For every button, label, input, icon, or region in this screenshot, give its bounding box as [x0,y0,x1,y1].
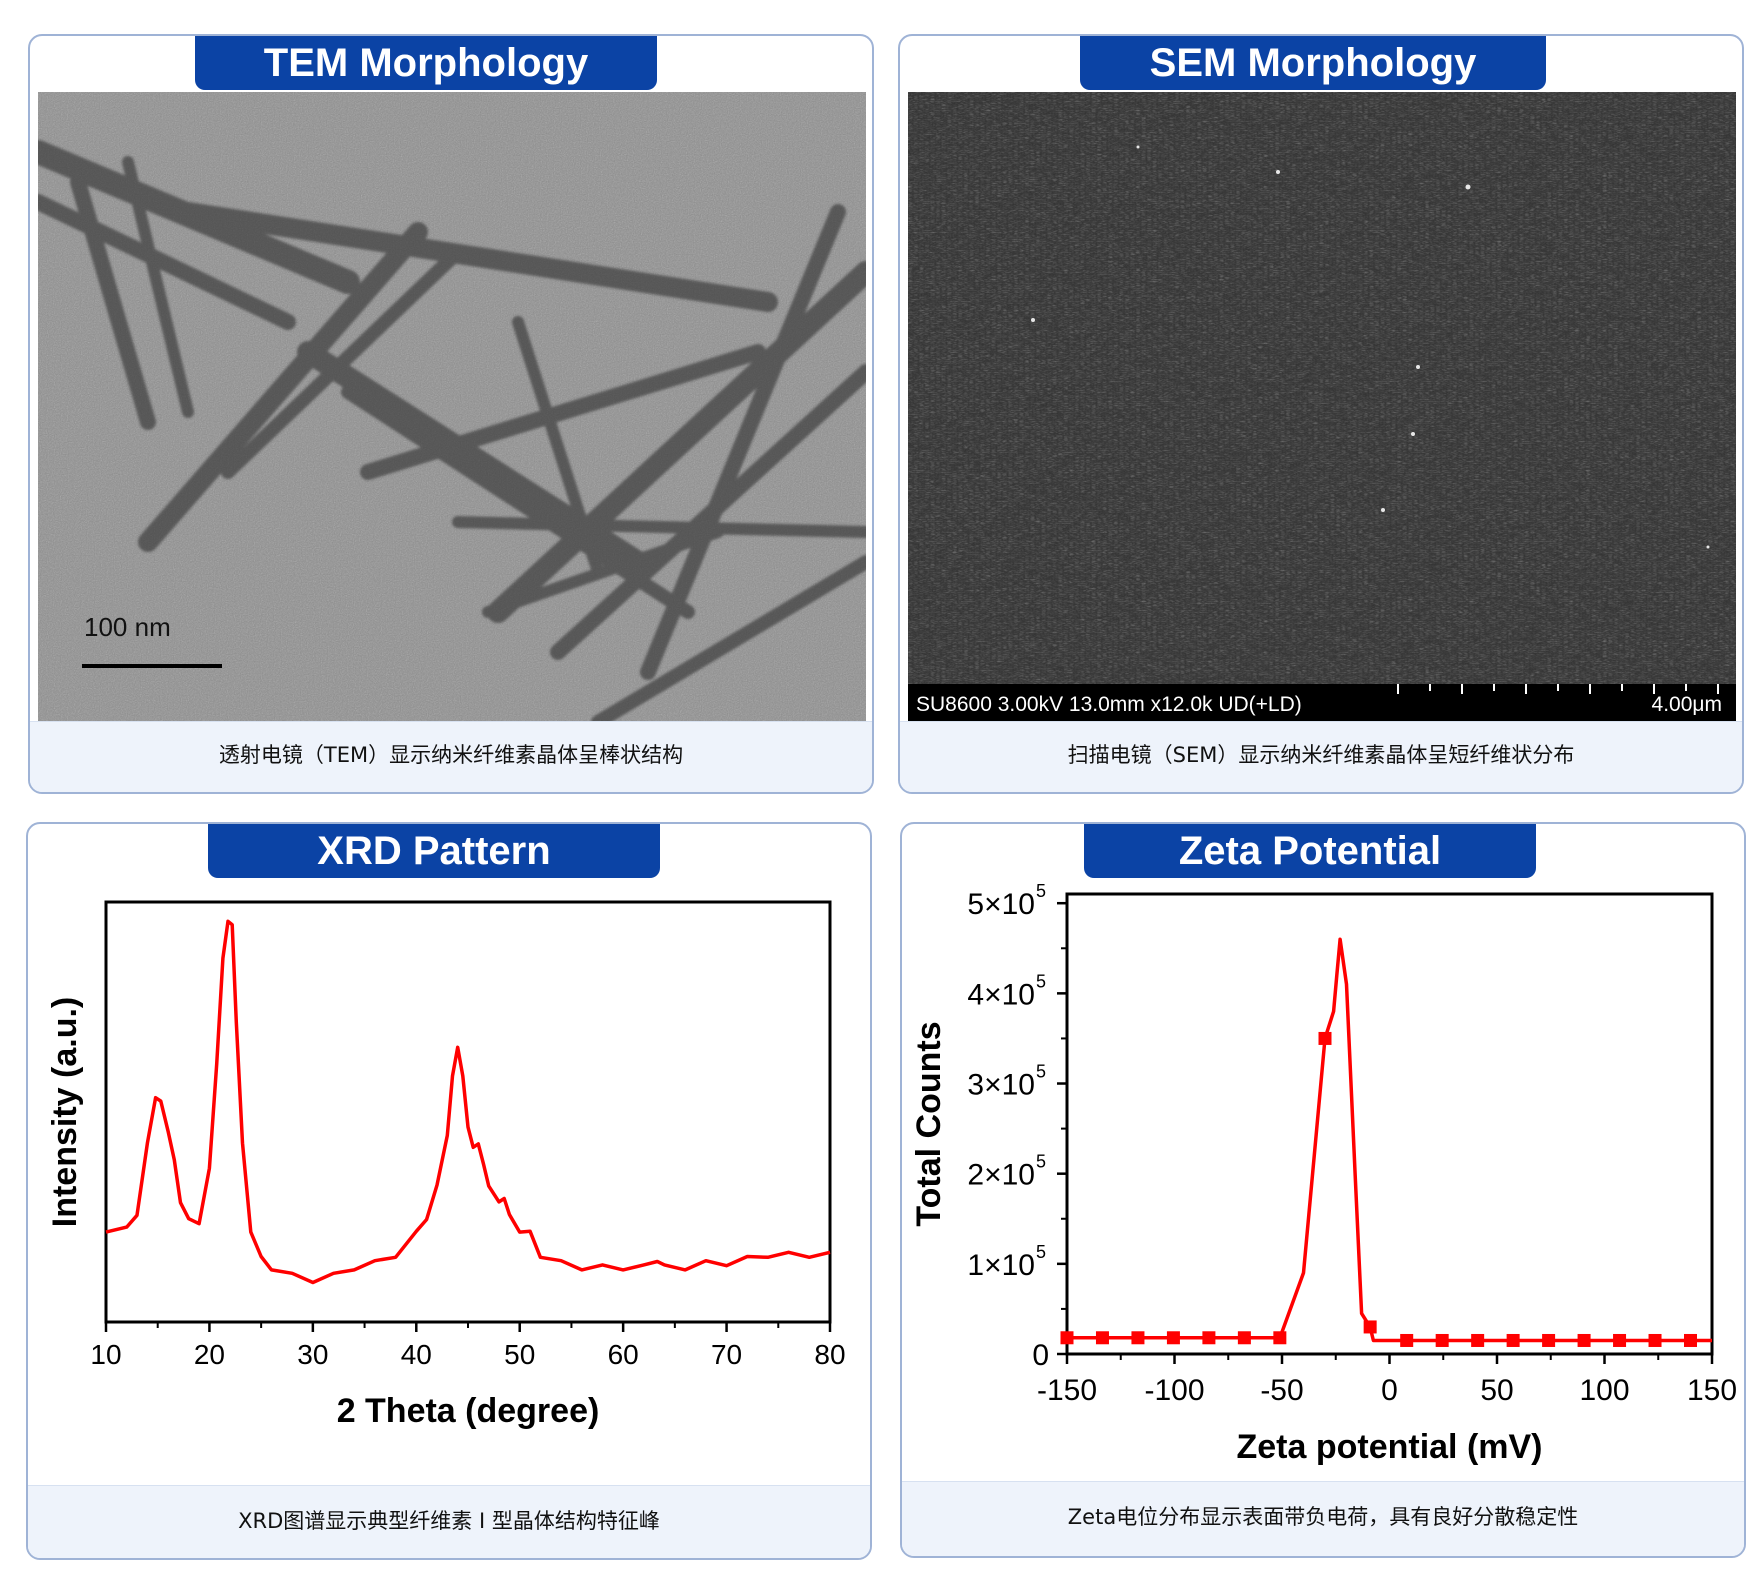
sem-info-bar: SU8600 3.00kV 13.0mm x12.0k UD(+LD) 4.00… [908,684,1736,722]
zeta-data-point [1435,1333,1449,1347]
xrd-caption: XRD图谱显示典型纤维素 I 型晶体结构特征峰 [28,1485,870,1558]
xrd-series-line [105,919,831,1285]
zeta-x-tick-label: -50 [1260,1374,1303,1407]
zeta-y-tick-exponent: 5 [1036,1062,1046,1082]
sem-title: SEM Morphology [1080,36,1546,90]
xrd-panel: XRD Pattern 10 20 30 40 50 60 70 80 2 Theta (deg… [26,822,872,1560]
zeta-data-point [1542,1333,1556,1347]
zeta-data-point [1506,1333,1520,1347]
zeta-x-tick-label: 100 [1579,1374,1629,1407]
tem-micrograph [38,92,866,722]
zeta-caption: Zeta电位分布显示表面带负电荷，具有良好分散稳定性 [902,1481,1744,1556]
zeta-title: Zeta Potential [1084,824,1536,878]
sem-image: SU8600 3.00kV 13.0mm x12.0k UD(+LD) 4.00… [908,92,1736,722]
sem-micrograph [908,92,1736,684]
zeta-y-tick-label: 4×10 [967,978,1035,1011]
zeta-data-point [1318,1031,1332,1045]
xrd-title: XRD Pattern [208,824,660,878]
zeta-data-point [1400,1333,1414,1347]
tem-title: TEM Morphology [195,36,657,90]
zeta-data-point [1471,1333,1485,1347]
zeta-x-tick-label: 150 [1687,1374,1737,1407]
sem-scale-ticks [1397,684,1719,694]
zeta-x-tick-label: 0 [1381,1374,1398,1407]
sem-scale-bar-label: 4.00μm [1651,693,1722,716]
xrd-x-tick-label: 10 [90,1339,121,1370]
xrd-x-tick-label: 80 [814,1339,845,1370]
zeta-data-point [1577,1333,1591,1347]
zeta-data-point [1273,1331,1287,1345]
zeta-panel: Zeta Potential -150 -100 -50 0 50 100 150 0 1×10… [900,822,1746,1558]
zeta-series-line [1067,937,1712,1343]
zeta-y-tick-label: 5×10 [967,888,1035,921]
zeta-y-tick-label: 2×10 [967,1159,1035,1192]
zeta-data-point [1202,1331,1216,1345]
xrd-x-tick-label: 30 [297,1339,328,1370]
zeta-data-point [1131,1331,1145,1345]
xrd-chart: 10 20 30 40 50 60 70 80 2 Theta (degree) Intensit… [46,900,846,1430]
zeta-data-point [1166,1331,1180,1345]
zeta-x-axis-label: Zeta potential (mV) [1236,1428,1542,1466]
tem-panel: TEM Morphology [28,34,874,794]
xrd-x-tick-label: 50 [504,1339,535,1370]
zeta-data-point [1684,1333,1697,1347]
zeta-y-axis-label: Total Counts [910,1021,948,1226]
sem-panel: SEM Morphology [898,34,1744,794]
zeta-plot-frame [1065,892,1714,1356]
zeta-data-point [1095,1331,1109,1345]
zeta-y-tick-label: 1×10 [967,1249,1035,1282]
zeta-x-tick-label: -100 [1144,1374,1204,1407]
tem-scale-bar [82,664,222,668]
zeta-y-tick-exponent: 5 [1036,1152,1046,1172]
tem-caption: 透射电镜（TEM）显示纳米纤维素晶体呈棒状结构 [30,721,872,792]
zeta-data-point [1613,1333,1627,1347]
xrd-y-axis-label: Intensity (a.u.) [46,997,84,1227]
zeta-y-tick-exponent: 5 [1036,1242,1046,1262]
xrd-x-tick-label: 40 [401,1339,432,1370]
zeta-y-tick-exponent: 5 [1036,971,1046,991]
xrd-x-axis-label: 2 Theta (degree) [337,1392,600,1430]
sem-info: SU8600 3.00kV 13.0mm x12.0k UD(+LD) [916,693,1302,716]
zeta-y-tick-exponent: 5 [1036,881,1046,901]
xrd-x-tick-label: 60 [608,1339,639,1370]
zeta-data-point [1060,1331,1074,1345]
tem-image: 100 nm [38,92,866,722]
zeta-y-tick-label: 3×10 [967,1069,1035,1102]
zeta-data-point [1648,1333,1662,1347]
zeta-y-tick-label: 0 [1032,1339,1049,1372]
zeta-data-point [1237,1331,1251,1345]
tem-scale-bar-label: 100 nm [84,612,171,642]
sem-caption: 扫描电镜（SEM）显示纳米纤维素晶体呈短纤维状分布 [900,721,1742,792]
zeta-x-tick-label: -150 [1037,1374,1097,1407]
xrd-x-tick-label: 20 [194,1339,225,1370]
zeta-data-point [1363,1320,1377,1334]
xrd-x-tick-label: 70 [711,1339,742,1370]
zeta-x-tick-label: 50 [1480,1374,1513,1407]
